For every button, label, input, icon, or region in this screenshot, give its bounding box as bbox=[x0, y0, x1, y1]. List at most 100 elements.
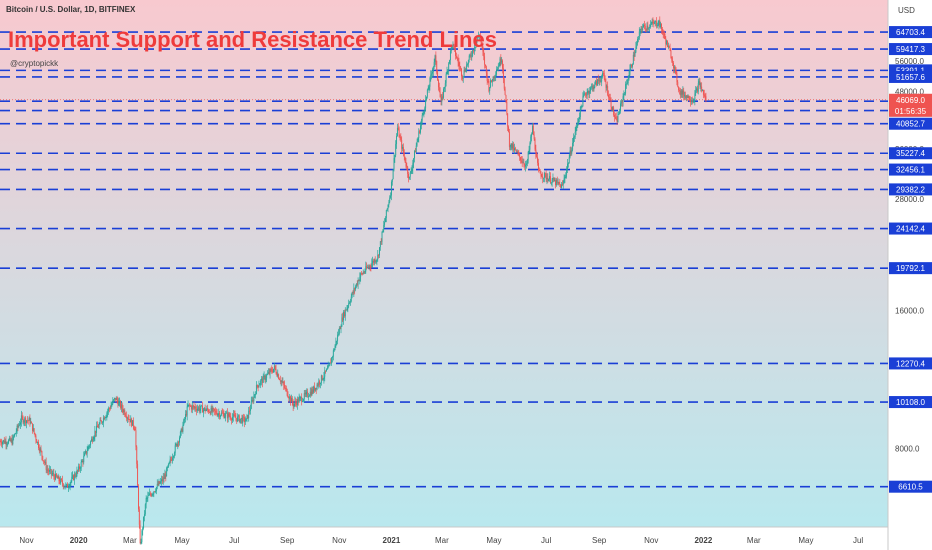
plot-background bbox=[0, 0, 888, 527]
candle-body bbox=[106, 412, 108, 417]
candle-body bbox=[164, 474, 166, 479]
candle-body bbox=[462, 76, 464, 79]
candle-body bbox=[83, 455, 85, 463]
level-label-bg bbox=[889, 262, 932, 275]
candle-body bbox=[676, 73, 678, 83]
candle-body bbox=[567, 163, 568, 169]
candle-body bbox=[392, 169, 394, 180]
candle-body bbox=[620, 103, 621, 112]
candle-body bbox=[196, 409, 198, 411]
candle-body bbox=[163, 477, 165, 479]
candle-body bbox=[513, 144, 515, 151]
candle-body bbox=[703, 94, 705, 96]
candle-body bbox=[257, 385, 259, 388]
candle-body bbox=[29, 417, 31, 424]
candle-body bbox=[261, 378, 262, 381]
candle-body bbox=[237, 416, 239, 422]
candle-body bbox=[46, 469, 48, 471]
candle-body bbox=[220, 412, 222, 416]
candle-body bbox=[266, 374, 268, 379]
candle-body bbox=[481, 43, 483, 47]
candle-body bbox=[74, 474, 76, 477]
candle-body bbox=[203, 407, 205, 410]
candle-body bbox=[89, 445, 91, 447]
candle-body bbox=[185, 414, 186, 420]
candle-body bbox=[554, 179, 556, 182]
candle-body bbox=[318, 381, 320, 386]
candle-body bbox=[178, 441, 180, 443]
price-axis-panel[interactable] bbox=[888, 0, 932, 550]
candle-body bbox=[231, 419, 233, 421]
candle-body bbox=[239, 419, 241, 422]
candle-body bbox=[109, 408, 111, 410]
candle-body bbox=[52, 473, 54, 475]
candle-body bbox=[151, 494, 153, 496]
candle-body bbox=[196, 408, 198, 411]
candle-body bbox=[661, 29, 663, 34]
candle-body bbox=[579, 106, 581, 117]
candle-body bbox=[344, 309, 346, 317]
candle-body bbox=[608, 97, 610, 99]
candle-body bbox=[16, 425, 18, 432]
x-tick-label: Mar bbox=[123, 536, 137, 545]
candle-body bbox=[688, 95, 690, 100]
candle-body bbox=[507, 113, 509, 127]
candle-body bbox=[137, 463, 139, 486]
candle-body bbox=[176, 443, 178, 447]
candle-body bbox=[66, 484, 68, 486]
candle-body bbox=[621, 101, 623, 103]
candle-body bbox=[458, 62, 460, 67]
candle-body bbox=[77, 470, 79, 471]
candle-body bbox=[548, 179, 550, 182]
candle-body bbox=[81, 460, 83, 463]
x-tick-label: Mar bbox=[747, 536, 761, 545]
candle-body bbox=[629, 69, 631, 76]
candle-body bbox=[369, 265, 371, 267]
candle-body bbox=[199, 408, 201, 411]
candle-body bbox=[185, 414, 187, 416]
candle-body bbox=[363, 272, 365, 274]
candle-body bbox=[321, 375, 323, 380]
candle-body bbox=[537, 162, 539, 171]
candle-body bbox=[333, 350, 335, 351]
candle-body bbox=[684, 95, 686, 97]
candle-body bbox=[86, 450, 88, 454]
candle-body bbox=[368, 265, 370, 268]
candle-body bbox=[141, 530, 143, 542]
candle-body bbox=[637, 38, 639, 40]
candle-body bbox=[299, 397, 301, 399]
candle-body bbox=[370, 266, 372, 268]
candle-body bbox=[520, 157, 521, 161]
candle-body bbox=[666, 40, 668, 45]
candle-body bbox=[204, 407, 206, 412]
candle-body bbox=[28, 417, 30, 421]
candle-body bbox=[638, 31, 640, 39]
time-axis-panel[interactable] bbox=[0, 527, 888, 550]
candle-body bbox=[99, 420, 101, 425]
candle-body bbox=[235, 417, 237, 419]
candle-body bbox=[531, 134, 533, 137]
candle-body bbox=[498, 65, 500, 67]
candle-body bbox=[311, 389, 313, 396]
candle-body bbox=[533, 134, 535, 139]
candle-body bbox=[95, 430, 97, 433]
candle-body bbox=[154, 491, 156, 493]
candle-body bbox=[233, 414, 235, 416]
candle-body bbox=[440, 97, 442, 102]
x-tick-label: Nov bbox=[332, 536, 346, 545]
level-label: 40852.7 bbox=[896, 120, 925, 129]
candle-body bbox=[302, 401, 304, 402]
candle-body bbox=[255, 394, 256, 395]
candle-body bbox=[173, 453, 175, 457]
candle-body bbox=[1, 443, 3, 445]
candle-body bbox=[372, 260, 374, 264]
candle-body bbox=[649, 24, 651, 28]
candle-body bbox=[489, 87, 491, 91]
candle-body bbox=[80, 462, 82, 469]
candle-body bbox=[320, 375, 322, 383]
candle-body bbox=[320, 382, 321, 384]
candle-body bbox=[313, 386, 315, 393]
candle-body bbox=[145, 498, 147, 505]
candle-body bbox=[296, 402, 298, 406]
candle-body bbox=[195, 407, 197, 410]
